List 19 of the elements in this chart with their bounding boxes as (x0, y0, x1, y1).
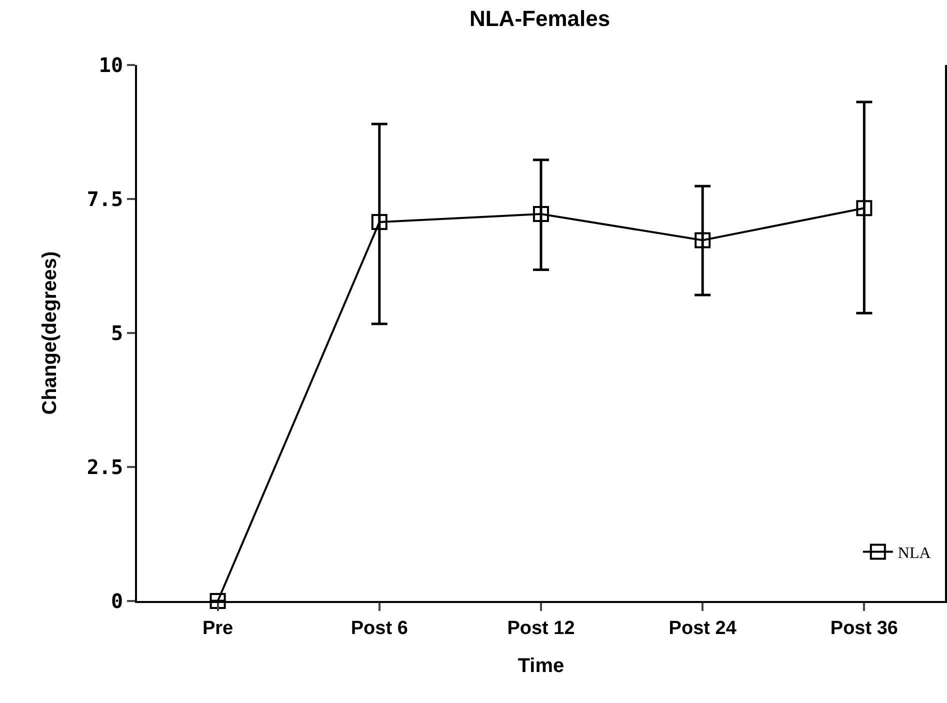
y-tick-label: 7.5 (86, 187, 123, 211)
x-tick-label: Pre (202, 618, 234, 639)
y-axis-title: Change(degrees) (38, 251, 61, 415)
legend-label: NLA (898, 544, 932, 562)
point (210, 593, 226, 609)
point (533, 206, 549, 222)
x-tick-label: Post 6 (350, 618, 408, 639)
x-axis-title: Time (518, 654, 564, 677)
point (694, 232, 711, 248)
chart-title: NLA-Females (469, 6, 610, 31)
y-tick-label: 10 (98, 53, 123, 77)
y-tick-label: 2.5 (86, 455, 123, 479)
point (371, 214, 388, 230)
x-tick-label: Post 24 (668, 618, 737, 639)
x-tick-label: Post 12 (507, 618, 575, 639)
y-tick-label: 0 (110, 589, 123, 613)
point (856, 200, 872, 216)
y-tick-label: 5 (110, 321, 123, 345)
x-tick-label: Post 36 (830, 618, 898, 639)
